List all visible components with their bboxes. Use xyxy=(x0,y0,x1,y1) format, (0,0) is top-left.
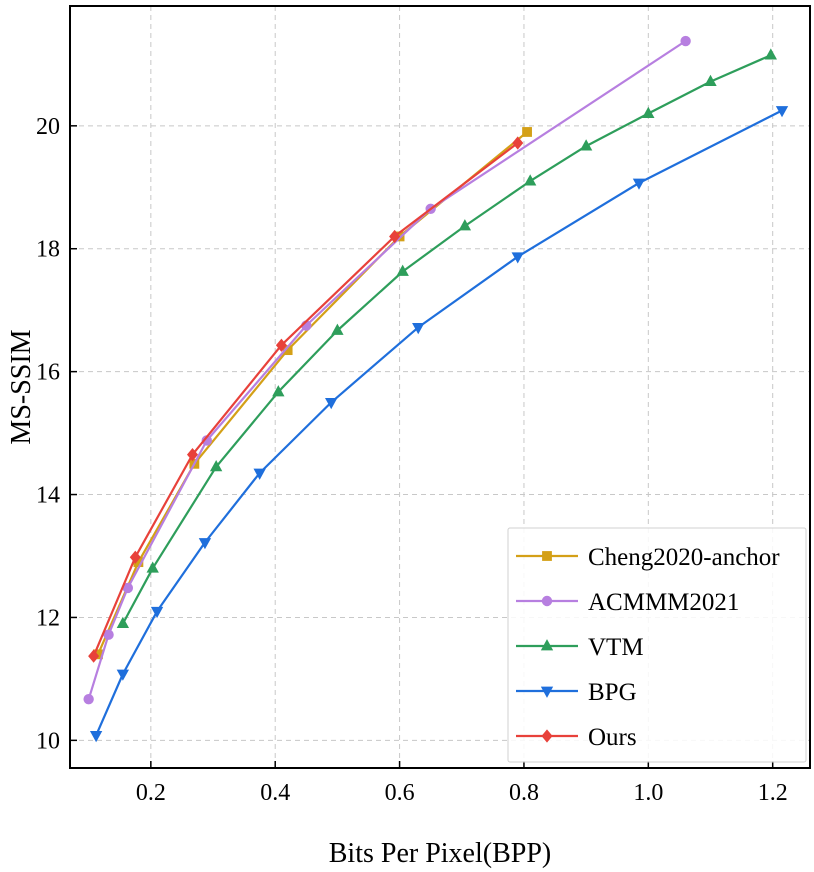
legend-item-cheng2020-anchor: Cheng2020-anchor xyxy=(516,544,780,571)
data-point-vtm xyxy=(579,139,593,151)
data-point-acmmm2021 xyxy=(680,35,691,47)
data-point-bpg xyxy=(116,669,130,681)
legend-marker-ours xyxy=(541,729,553,743)
data-point-vtm xyxy=(396,264,409,276)
legend-box xyxy=(507,527,807,763)
data-point-bpg xyxy=(150,606,164,619)
legend-marker-cheng2020-anchor xyxy=(542,551,552,561)
x-tick-label: 0.6 xyxy=(385,780,415,806)
grid xyxy=(70,6,810,768)
data-point-vtm xyxy=(523,174,537,186)
series-bpg xyxy=(89,106,789,743)
series-ours xyxy=(88,136,524,663)
legend-label-ours: Ours xyxy=(588,724,637,751)
x-axis-label: Bits Per Pixel(BPP) xyxy=(329,838,551,869)
y-tick-label: 10 xyxy=(36,728,60,754)
legend-marker-acmmm2021 xyxy=(541,595,553,607)
y-tick-label: 20 xyxy=(36,114,60,140)
data-point-ours xyxy=(186,447,199,462)
series-vtm xyxy=(116,48,778,628)
data-point-bpg xyxy=(632,178,646,190)
legend-marker-vtm xyxy=(540,639,554,651)
legend-item-acmmm2021: ACMMM2021 xyxy=(516,589,739,616)
series-line-vtm xyxy=(121,54,772,625)
data-point-vtm xyxy=(209,460,223,472)
data-point-ours xyxy=(129,550,141,564)
data-point-vtm xyxy=(116,616,130,628)
data-point-vtm xyxy=(272,385,285,397)
data-point-ours xyxy=(512,136,524,150)
data-point-bpg xyxy=(324,397,338,410)
series-layer xyxy=(83,35,789,743)
legend-marker-bpg xyxy=(540,686,554,698)
data-point-acmmm2021 xyxy=(83,693,94,705)
data-point-ours xyxy=(389,229,401,244)
legend-label-bpg: BPG xyxy=(588,679,637,706)
legend-item-ours: Ours xyxy=(516,724,637,751)
plot-frame xyxy=(69,5,811,769)
y-tick-label: 16 xyxy=(36,360,60,386)
data-point-bpg xyxy=(198,538,212,550)
legend-label-acmmm2021: ACMMM2021 xyxy=(588,589,739,616)
series-line-bpg xyxy=(95,109,783,736)
data-point-vtm xyxy=(764,48,778,60)
data-point-vtm xyxy=(146,561,159,573)
x-tick-label: 1.2 xyxy=(758,780,788,806)
data-point-bpg xyxy=(412,322,425,335)
legend: Cheng2020-anchor ACMMM2021 VTM BPG Ours xyxy=(507,527,807,763)
data-point-vtm xyxy=(642,106,655,118)
legend-item-vtm: VTM xyxy=(516,634,644,661)
x-tick-label: 0.8 xyxy=(509,780,539,806)
y-tick-label: 14 xyxy=(36,483,60,509)
legend-label-cheng2020-anchor: Cheng2020-anchor xyxy=(588,544,780,571)
series-cheng2020-anchor xyxy=(93,127,532,660)
data-point-ours xyxy=(88,649,100,663)
data-point-bpg xyxy=(775,106,789,118)
data-point-bpg xyxy=(511,252,524,264)
y-tick-label: 18 xyxy=(36,237,60,263)
x-tick-label: 1.0 xyxy=(633,780,663,806)
data-point-vtm xyxy=(331,323,344,335)
ticks: 0.2 0.4 0.6 0.8 1.0 1.2 10 12 14 16 18 20 xyxy=(36,114,788,806)
data-point-cheng2020-anchor xyxy=(522,127,532,137)
y-tick-label: 12 xyxy=(36,605,60,631)
legend-item-bpg: BPG xyxy=(516,679,637,706)
data-point-ours xyxy=(275,338,287,352)
data-point-vtm xyxy=(704,74,717,86)
x-tick-label: 0.2 xyxy=(136,780,166,806)
data-point-bpg xyxy=(89,731,103,743)
legend-label-vtm: VTM xyxy=(588,634,644,661)
data-point-bpg xyxy=(253,468,266,480)
series-line-cheng2020-anchor xyxy=(96,131,528,655)
data-point-vtm xyxy=(458,219,472,231)
x-tick-label: 0.4 xyxy=(260,780,290,806)
series-line-ours xyxy=(92,142,519,657)
y-axis-label: MS-SSIM xyxy=(6,329,37,444)
